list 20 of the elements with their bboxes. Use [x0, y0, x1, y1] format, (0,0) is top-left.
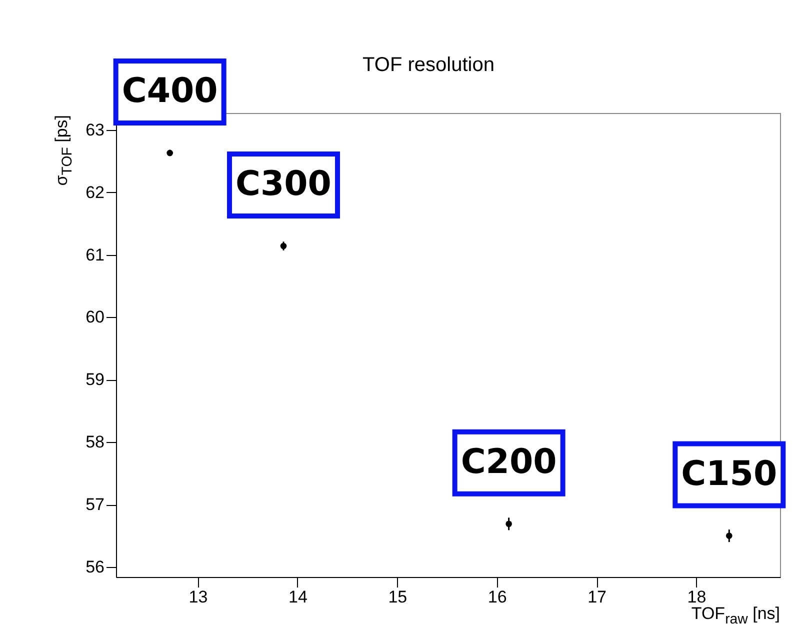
annotation: C400 [122, 70, 218, 111]
x-tick-label: 15 [388, 588, 408, 606]
chart-title: TOF resolution [362, 54, 494, 76]
y-tick-label: 57 [86, 495, 104, 514]
annotation: C300 [236, 164, 332, 204]
x-tick-label: 17 [588, 588, 607, 606]
annotation: C150 [681, 454, 778, 494]
x-tick-label: 14 [288, 588, 308, 606]
y-tick-label: 56 [86, 558, 104, 577]
y-tick-label: 60 [86, 308, 104, 327]
y-tick-label: 58 [86, 432, 104, 452]
x-tick-label: 13 [188, 588, 208, 606]
x-axis-title: TOF$_{raw}$ [ns] [691, 604, 780, 628]
x-tick-label: 16 [488, 588, 507, 606]
x-tick-label: 18 [687, 588, 706, 606]
y-tick-label: 63 [86, 120, 104, 140]
y-tick-label: 61 [86, 245, 104, 264]
y-tick-label: 59 [86, 370, 104, 390]
y-tick-label: 62 [86, 182, 104, 202]
annotation: C200 [460, 442, 557, 482]
